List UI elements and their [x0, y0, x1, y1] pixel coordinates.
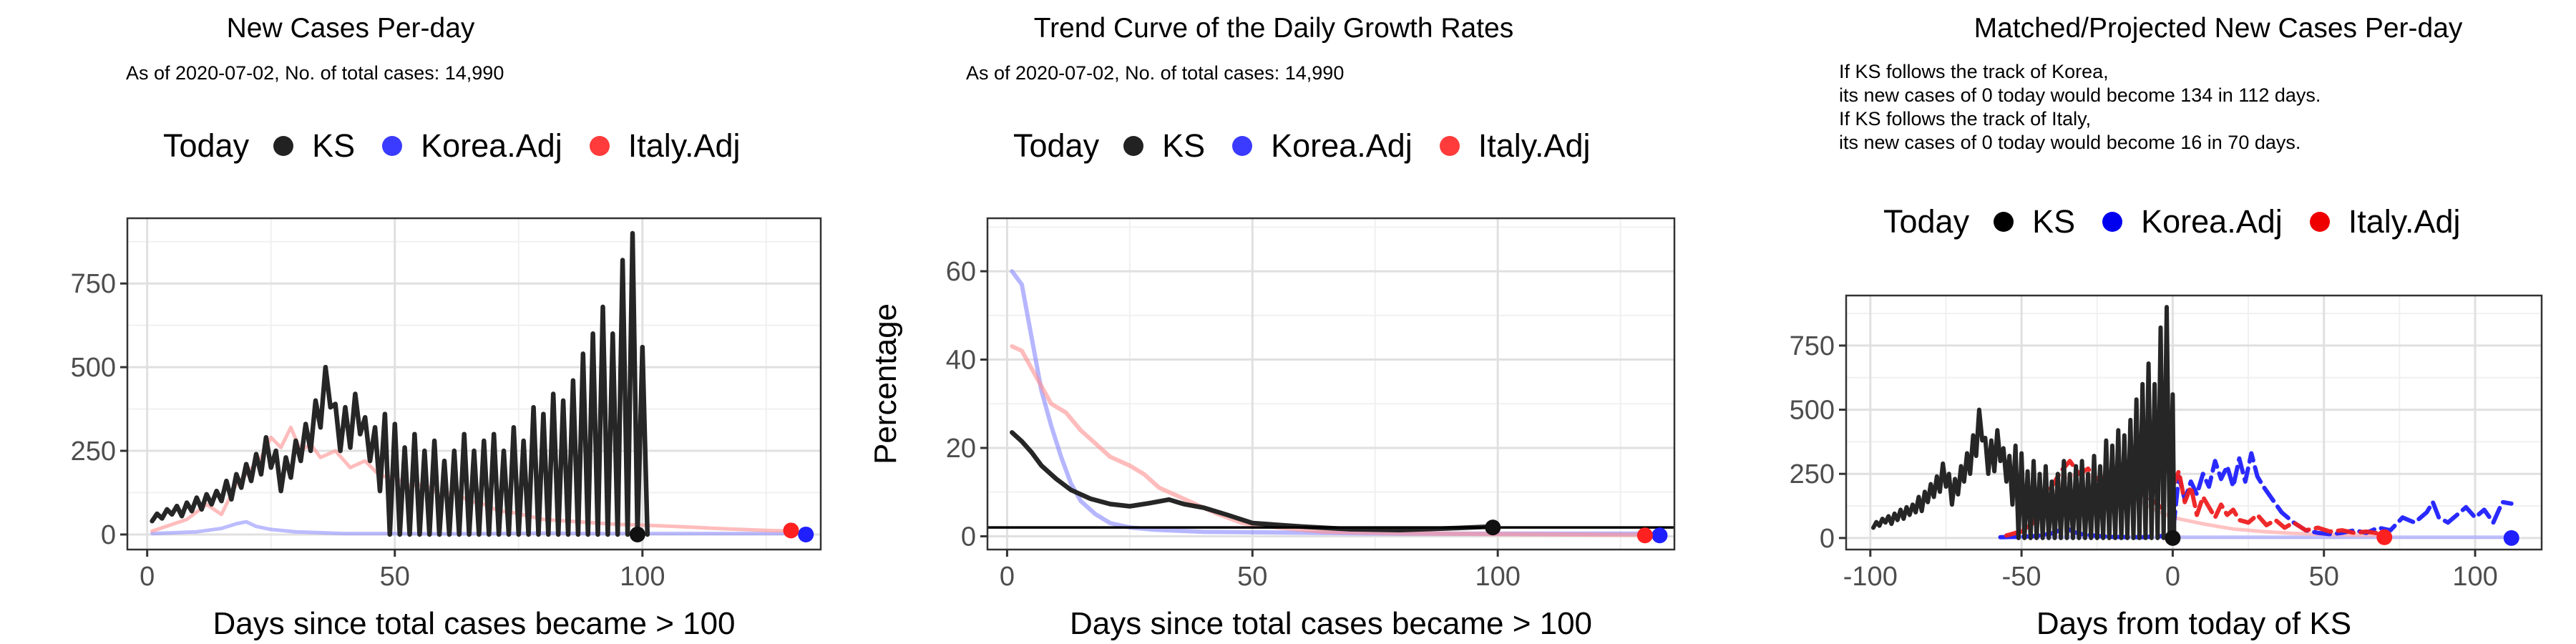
- x-tick-label: 0: [1000, 562, 1015, 592]
- legend-key-italy: [2309, 212, 2330, 232]
- legend-label-korea: Korea.Adj: [421, 127, 562, 164]
- legend-label-italy: Italy.Adj: [628, 127, 741, 164]
- series-line-ks: [1010, 430, 1496, 533]
- legend-title: Today: [163, 127, 250, 164]
- legend-label-ks: KS: [2032, 203, 2076, 240]
- y-tick-label: 750: [71, 269, 116, 299]
- legend-label-ks: KS: [1162, 127, 1206, 164]
- legend-label-italy: Italy.Adj: [2348, 203, 2461, 240]
- chart-title: Trend Curve of the Daily Growth Rates: [1033, 13, 1514, 44]
- legend-key-korea: [1232, 136, 1253, 156]
- legend-label-ks: KS: [312, 127, 356, 164]
- legend-label-italy: Italy.Adj: [1478, 127, 1591, 164]
- legend-label-korea: Korea.Adj: [1271, 127, 1413, 164]
- legend-key-korea: [382, 136, 403, 156]
- y-tick-label: 0: [1820, 524, 1835, 554]
- x-tick-label: 100: [2452, 562, 2497, 592]
- legend-key-italy: [589, 136, 610, 156]
- legend: Today KS Korea.Adj Italy.Adj: [1013, 127, 1617, 165]
- today-point-korea-adj: [798, 526, 814, 542]
- x-tick-label: 0: [140, 562, 155, 592]
- chart-subtitle: If KS follows the track of Korea, its ne…: [1839, 60, 2321, 155]
- legend-title: Today: [1883, 203, 1970, 240]
- series-line-italy-adj: [1010, 344, 1647, 537]
- y-tick-label: 0: [101, 520, 116, 550]
- y-tick-label: 500: [1790, 396, 1835, 426]
- y-tick-label: 750: [1790, 331, 1835, 361]
- today-point-italy-adj: [1636, 527, 1653, 544]
- x-tick-label: 50: [2309, 562, 2339, 592]
- legend-title: Today: [1013, 127, 1100, 164]
- y-tick-label: 0: [961, 522, 976, 552]
- subtitle-line: If KS follows the track of Korea,: [1839, 61, 2109, 82]
- x-tick-label: 50: [380, 562, 410, 592]
- x-axis-label: Days since total cases became > 100: [213, 606, 735, 641]
- y-axis-label: Percentage: [868, 303, 903, 464]
- today-point-korea-adj: [1652, 527, 1668, 544]
- plot-area: 0 250 500 750 -100 -50 0 50 100 Days from today o…: [1790, 294, 2543, 641]
- chart-subtitle: As of 2020-07-02, No. of total cases: 14…: [126, 62, 504, 84]
- series-line-ks: [150, 230, 650, 537]
- subtitle-line: If KS follows the track of Italy,: [1839, 108, 2092, 130]
- x-tick-label: -100: [1843, 562, 1898, 592]
- y-tick-label: 250: [71, 436, 116, 467]
- y-tick-label: 500: [71, 353, 116, 383]
- chart-title: New Cases Per-day: [226, 13, 475, 44]
- chart-panel-projected: Matched/Projected New Cases Per-day If K…: [1717, 0, 2576, 644]
- plot-border: [986, 217, 1676, 551]
- chart-panel-new-cases: New Cases Per-day As of 2020-07-02, No. …: [0, 0, 859, 644]
- x-tick-label: -50: [2002, 562, 2041, 592]
- today-point-ks: [629, 526, 645, 542]
- today-point-korea-adj: [2503, 530, 2519, 546]
- series-line-ks: [1871, 305, 2177, 540]
- plot-area: 0 20 40 60 0 50 100 Days since total cases beca…: [868, 217, 1676, 641]
- x-tick-label: 100: [620, 562, 665, 592]
- subtitle-line: its new cases of 0 today would become 13…: [1839, 84, 2321, 106]
- chart-panel-growth-rates: Trend Curve of the Daily Growth Rates As…: [859, 0, 1717, 644]
- y-tick-label: 20: [946, 434, 976, 464]
- y-tick-label: 40: [946, 346, 976, 376]
- plot-area: 0 250 500 750 0 50 100 Days since total cases b…: [71, 217, 822, 641]
- today-point-italy-adj: [783, 522, 799, 539]
- today-point-ks: [1485, 519, 1501, 536]
- legend-label-korea: Korea.Adj: [2141, 203, 2283, 240]
- plot-border: [126, 217, 822, 551]
- legend-key-ks: [1994, 212, 2014, 232]
- x-tick-label: 0: [2165, 562, 2180, 592]
- today-point-italy-adj: [2376, 529, 2393, 545]
- legend: Today KS Korea.Adj Italy.Adj: [1883, 203, 2487, 240]
- legend-key-ks: [1123, 136, 1144, 156]
- legend-key-ks: [273, 136, 294, 156]
- chart-subtitle: As of 2020-07-02, No. of total cases: 14…: [966, 62, 1345, 84]
- legend-key-korea: [2102, 212, 2123, 232]
- plot-border: [1845, 294, 2543, 551]
- x-tick-label: 50: [1237, 562, 1267, 592]
- today-point-ks: [2165, 530, 2181, 546]
- series-line-korea-adj: [1010, 269, 1662, 536]
- y-tick-label: 250: [1790, 459, 1835, 489]
- x-axis-label: Days since total cases became > 100: [1070, 606, 1592, 641]
- subtitle-line: its new cases of 0 today would become 16…: [1839, 132, 2301, 153]
- x-axis-label: Days from today of KS: [2036, 606, 2351, 641]
- y-tick-label: 60: [946, 257, 976, 287]
- legend: Today KS Korea.Adj Italy.Adj: [163, 127, 767, 165]
- x-tick-label: 100: [1475, 562, 1520, 592]
- chart-title: Matched/Projected New Cases Per-day: [1974, 13, 2463, 44]
- legend-key-italy: [1439, 136, 1460, 156]
